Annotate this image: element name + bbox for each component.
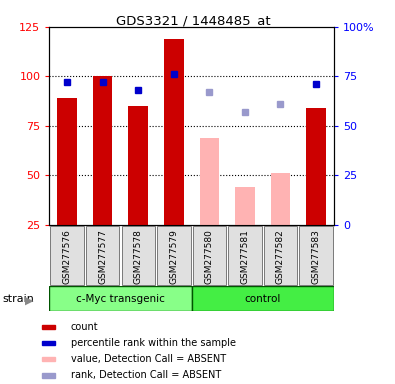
Text: rank, Detection Call = ABSENT: rank, Detection Call = ABSENT: [71, 370, 221, 381]
Bar: [228, 226, 261, 285]
Bar: [264, 226, 297, 285]
Text: GSM277577: GSM277577: [98, 229, 107, 284]
Text: GSM277578: GSM277578: [134, 229, 143, 284]
Bar: [42, 357, 55, 361]
Text: GSM277581: GSM277581: [241, 229, 249, 284]
Text: value, Detection Call = ABSENT: value, Detection Call = ABSENT: [71, 354, 226, 364]
Bar: [42, 341, 55, 345]
Text: percentile rank within the sample: percentile rank within the sample: [71, 338, 236, 348]
Bar: [122, 226, 155, 285]
Bar: [42, 325, 55, 329]
Bar: [57, 98, 77, 225]
Bar: [49, 286, 192, 311]
Bar: [199, 137, 219, 225]
Bar: [93, 76, 113, 225]
Text: GSM277582: GSM277582: [276, 229, 285, 284]
Text: strain: strain: [2, 294, 34, 304]
Text: control: control: [245, 293, 281, 304]
Text: GSM277576: GSM277576: [63, 229, 71, 284]
Bar: [164, 39, 184, 225]
Bar: [42, 373, 55, 377]
Text: GSM277583: GSM277583: [312, 229, 320, 284]
Bar: [192, 286, 334, 311]
Bar: [271, 173, 290, 225]
Text: ▶: ▶: [24, 295, 33, 305]
Bar: [86, 226, 119, 285]
Bar: [306, 108, 326, 225]
Bar: [51, 226, 84, 285]
Bar: [128, 106, 148, 225]
Text: GSM277579: GSM277579: [169, 229, 178, 284]
Bar: [157, 226, 190, 285]
Text: c-Myc transgenic: c-Myc transgenic: [76, 293, 165, 304]
Text: GDS3321 / 1448485_at: GDS3321 / 1448485_at: [116, 14, 271, 27]
Bar: [193, 226, 226, 285]
Text: GSM277580: GSM277580: [205, 229, 214, 284]
Bar: [299, 226, 333, 285]
Text: count: count: [71, 322, 98, 332]
Bar: [235, 187, 255, 225]
